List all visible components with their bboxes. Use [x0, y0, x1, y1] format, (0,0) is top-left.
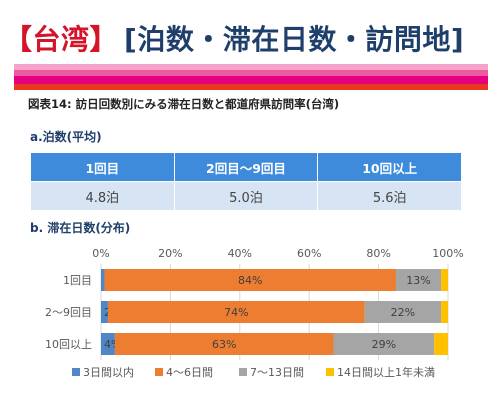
bar-segment: [364, 301, 442, 323]
x-tick-label: 40%: [228, 247, 252, 260]
header-stripe-light-pink: [14, 64, 488, 70]
bar-segment: [104, 269, 396, 291]
bar-segment: [107, 301, 365, 323]
nights-header-2-9: 2回目～9回目: [173, 152, 319, 182]
header-stripe-magenta: [14, 76, 488, 84]
legend-swatch: [326, 368, 334, 376]
nights-table: 1回目 2回目～9回目 10回以上 4.8泊 5.0泊 5.6泊: [30, 152, 462, 211]
bar-segment: [395, 269, 442, 291]
bar-segment: [101, 269, 105, 291]
bar-segment: [101, 301, 108, 323]
x-tick-label: 60%: [297, 247, 321, 260]
bar-segment: [441, 301, 448, 323]
category-label: 10回以上: [45, 338, 92, 351]
bar-segment: [101, 333, 115, 355]
header-stripe-pink: [14, 70, 488, 76]
data-label: 29%: [372, 338, 396, 351]
page-title-country: 【台湾】: [4, 23, 119, 56]
legend-swatch: [72, 368, 80, 376]
page-title-topic: [泊数・滞在日数・訪問地]: [124, 23, 465, 56]
nights-table-header-row: 1回目 2回目～9回目 10回以上: [30, 152, 462, 182]
section-a-heading: a.泊数(平均): [30, 130, 102, 144]
x-tick-label: 0%: [92, 247, 109, 260]
legend-label: 4～6日間: [166, 366, 213, 379]
legend-swatch: [239, 368, 247, 376]
data-label: 63%: [212, 338, 236, 351]
nights-value-first: 4.8泊: [30, 181, 175, 211]
stay-distribution-chart: 0%20%40%60%80%100%1回目1%84%13%2～9回目2%74%2…: [45, 247, 464, 379]
page-title: 【台湾】 [泊数・滞在日数・訪問地]: [4, 18, 464, 62]
data-label: 74%: [224, 306, 248, 319]
nights-header-10plus: 10回以上: [317, 152, 462, 182]
data-label: 22%: [391, 306, 415, 319]
bar-segment: [434, 333, 448, 355]
nights-value-2-9: 5.0泊: [173, 181, 319, 211]
nights-table-value-row: 4.8泊 5.0泊 5.6泊: [30, 181, 462, 211]
bar-segment: [114, 333, 334, 355]
legend-swatch: [155, 368, 163, 376]
nights-header-first: 1回目: [30, 152, 175, 182]
bar-segment: [333, 333, 435, 355]
figure-caption: 図表14: 訪日回数別にみる滞在日数と都道府県訪問率(台湾): [28, 97, 340, 111]
x-tick-label: 20%: [158, 247, 182, 260]
nights-value-10plus: 5.6泊: [317, 181, 462, 211]
bar-segment: [441, 269, 448, 291]
data-label: 13%: [406, 274, 430, 287]
section-b-heading: b. 滞在日数(分布): [30, 221, 131, 235]
data-label: 84%: [238, 274, 262, 287]
category-label: 2～9回目: [45, 306, 92, 319]
header-stripe-red: [14, 84, 488, 90]
legend-label: 3日間以内: [83, 365, 134, 379]
legend-label: 7～13日間: [250, 366, 304, 379]
x-tick-label: 80%: [366, 247, 390, 260]
legend-label: 14日間以上1年未満: [337, 365, 435, 379]
x-tick-label: 100%: [432, 247, 463, 260]
category-label: 1回目: [63, 274, 92, 287]
